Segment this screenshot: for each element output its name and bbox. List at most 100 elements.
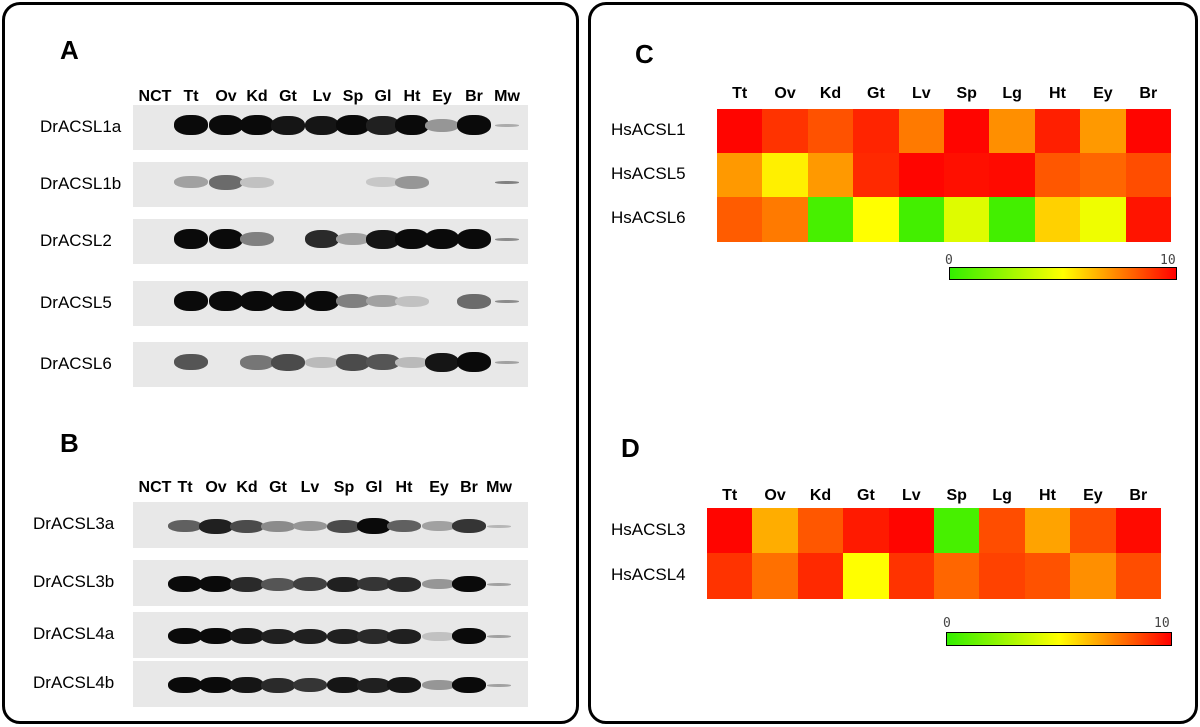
band-gl xyxy=(366,295,400,307)
heat-cell xyxy=(853,153,900,198)
band-ey xyxy=(425,352,459,372)
heat-cell xyxy=(843,508,890,554)
heat-cell xyxy=(843,553,890,599)
tissue-label-tt: Tt xyxy=(722,487,738,504)
heat-cell xyxy=(979,508,1026,554)
heat-cell xyxy=(989,197,1036,242)
color-scale-c xyxy=(949,267,1177,280)
lane-label-sp: Sp xyxy=(333,479,355,496)
heat-cell xyxy=(888,553,935,599)
gene-label-dracsl6: DrACSL6 xyxy=(40,353,112,373)
band-gt xyxy=(271,291,305,311)
heat-cell xyxy=(979,553,1026,599)
tissue-label-lg: Lg xyxy=(992,487,1012,504)
heat-cell xyxy=(707,508,753,554)
scale-c-min: 0 xyxy=(945,253,953,268)
band-tt xyxy=(168,677,202,693)
band-lv xyxy=(293,678,327,692)
lane-label-br: Br xyxy=(460,479,478,496)
heat-cell xyxy=(888,508,935,554)
band-br xyxy=(452,519,486,533)
tissue-label-ov: Ov xyxy=(764,487,786,504)
band-ov xyxy=(209,229,243,249)
band-gl xyxy=(366,115,400,135)
heat-cell xyxy=(752,508,799,554)
tissue-label-br: Br xyxy=(1129,487,1148,504)
band-mw xyxy=(487,524,511,528)
band-ht xyxy=(395,175,429,189)
color-scale-d xyxy=(946,632,1172,646)
band-ov xyxy=(199,628,233,644)
gel-strip xyxy=(133,162,528,207)
band-tt xyxy=(168,576,202,592)
band-gl xyxy=(357,628,391,644)
lane-label-ht: Ht xyxy=(395,479,413,496)
scale-c-max: 10 xyxy=(1160,253,1176,268)
heat-cell xyxy=(1024,508,1071,554)
heat-cell xyxy=(1115,553,1162,599)
band-ht xyxy=(387,677,421,693)
heat-cell xyxy=(707,553,753,599)
tissue-label-kd: Kd xyxy=(819,85,842,102)
lane-label-sp: Sp xyxy=(342,88,364,105)
tissue-label-gt: Gt xyxy=(857,487,875,504)
band-sp xyxy=(336,353,370,371)
band-lv xyxy=(305,115,339,135)
tissue-label-lv: Lv xyxy=(901,487,921,504)
band-gt xyxy=(261,628,295,644)
gene-label-dracsl4a: DrACSL4a xyxy=(33,624,115,643)
band-br xyxy=(457,115,491,135)
lane-label-ht: Ht xyxy=(403,88,421,105)
gel-strip xyxy=(133,502,528,548)
heat-cell xyxy=(717,197,763,242)
gene-label-dracsl3a: DrACSL3a xyxy=(33,514,115,533)
band-lv xyxy=(293,521,327,531)
heat-cell xyxy=(898,109,945,154)
heat-cell xyxy=(853,197,900,242)
band-gl xyxy=(357,577,391,591)
row-label-hsacsl5: HsACSL5 xyxy=(611,164,686,183)
lane-label-mw: Mw xyxy=(494,88,520,105)
band-gt xyxy=(271,115,305,135)
tissue-label-ey: Ey xyxy=(1083,487,1103,504)
band-mw xyxy=(495,237,519,241)
band-kd xyxy=(240,291,274,311)
band-ov xyxy=(199,677,233,693)
band-mw xyxy=(495,360,519,364)
lane-label-tt: Tt xyxy=(177,479,193,496)
gene-label-dracsl5: DrACSL5 xyxy=(40,292,112,312)
heat-cell xyxy=(989,153,1036,198)
band-br xyxy=(452,628,486,644)
panel-b-label: B xyxy=(60,428,79,458)
gel-strip xyxy=(133,342,528,387)
gene-label-dracsl3b: DrACSL3b xyxy=(33,572,115,591)
heat-cell xyxy=(1034,197,1081,242)
heat-cell xyxy=(797,508,844,554)
tissue-label-ht: Ht xyxy=(1039,487,1056,504)
lane-label-tt: Tt xyxy=(183,88,199,105)
heat-cell xyxy=(762,197,809,242)
heat-cell xyxy=(898,197,945,242)
band-ey xyxy=(425,118,459,132)
tissue-label-ey: Ey xyxy=(1093,85,1113,102)
band-kd xyxy=(230,576,264,592)
band-kd xyxy=(240,354,274,370)
heat-cell xyxy=(1125,153,1172,198)
gel-strip xyxy=(133,281,528,326)
band-tt xyxy=(174,291,208,311)
heat-cell xyxy=(898,153,945,198)
lane-label-gl: Gl xyxy=(365,479,383,496)
lane-label-ey: Ey xyxy=(432,88,452,105)
band-ov xyxy=(199,576,233,592)
lane-label-gt: Gt xyxy=(269,479,287,496)
tissue-label-lg: Lg xyxy=(1002,85,1022,102)
band-br xyxy=(457,293,491,309)
gel-panel: A NCT Tt Ov Kd Gt Lv Sp Gl Ht Ey Br Mw DrACSL1a DrACS… xyxy=(2,2,579,724)
band-lv xyxy=(305,230,339,248)
band-ey xyxy=(422,680,456,690)
band-gt xyxy=(261,577,295,591)
band-mw xyxy=(487,683,511,687)
heat-cell xyxy=(717,153,763,198)
band-ov xyxy=(209,115,243,135)
band-lv xyxy=(293,628,327,644)
